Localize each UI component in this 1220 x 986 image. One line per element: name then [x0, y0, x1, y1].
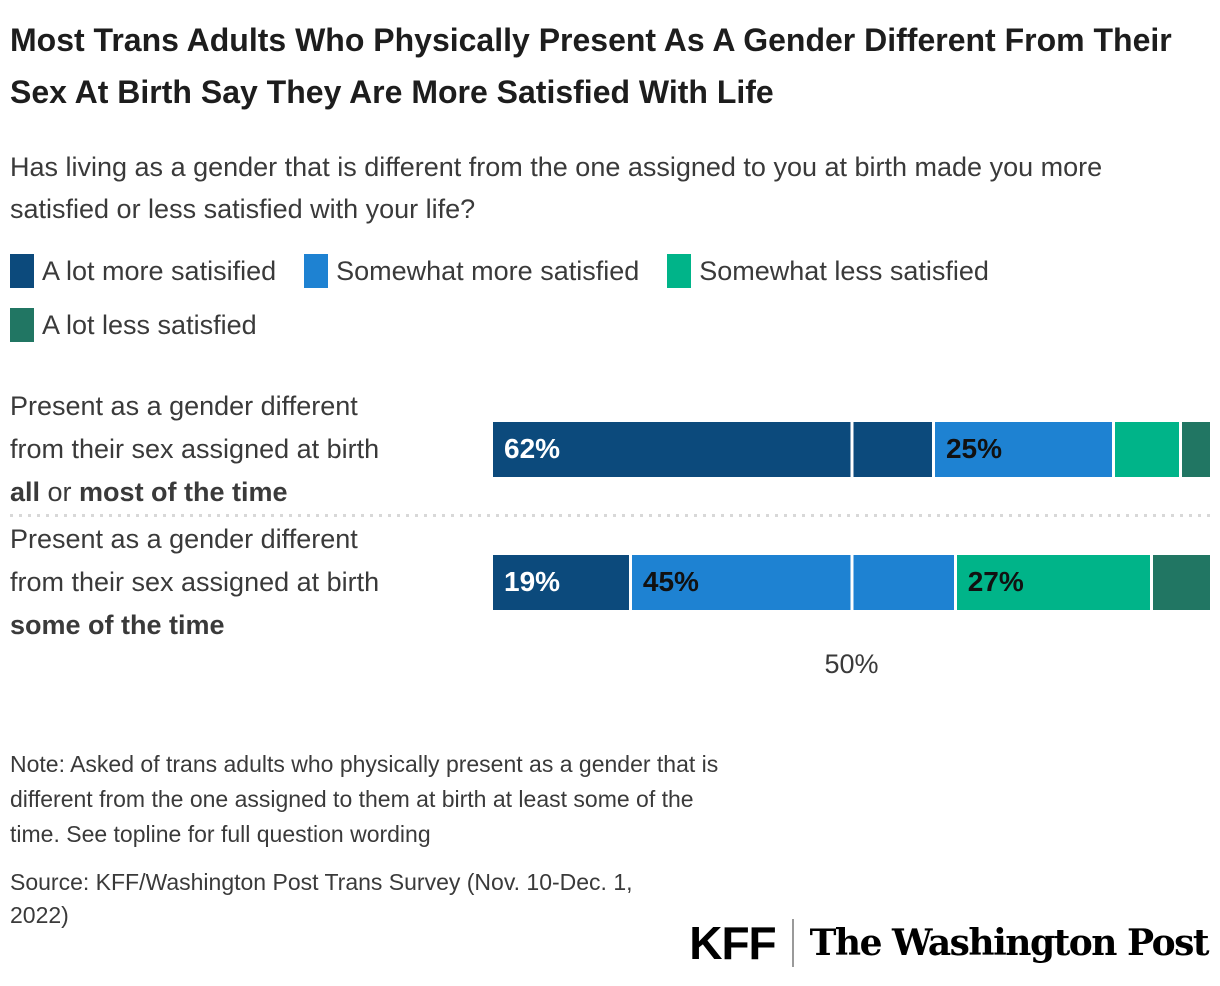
bar-segment-value-label: 62% [504, 433, 561, 464]
bar-segment: 19% [493, 554, 629, 610]
x-axis: 50% [10, 649, 1210, 683]
row-separator [10, 514, 1210, 517]
x-axis-track: 50% [493, 649, 1210, 683]
bar-track: 62% 25% [493, 421, 1210, 477]
legend-item: A lot more satisified [10, 254, 276, 288]
bar-segment: 27% [956, 554, 1150, 610]
survey-question-subtitle: Has living as a gender that is different… [10, 152, 1103, 224]
kff-logo: KFF [689, 917, 776, 969]
bar-row-label-bold-part: all [10, 476, 41, 507]
gridline-50-percent [850, 421, 853, 477]
legend-label: A lot less satisfied [42, 309, 257, 340]
bar-row-label: Present as a gender different from their… [10, 385, 493, 514]
source-text: Source: KFF/Washington Post Trans Survey… [10, 869, 633, 928]
legend-label: A lot more satisified [42, 255, 277, 286]
bar-segment-value-label: 45% [642, 566, 699, 597]
bar-segment: 45% [631, 554, 954, 610]
legend-item: A lot less satisfied [10, 308, 257, 342]
gridline-50-percent [850, 554, 853, 610]
bar-segment: 25% [934, 421, 1112, 477]
legend-swatch [304, 254, 329, 288]
legend-label: Somewhat less satisfied [699, 255, 989, 286]
bar-row: Present as a gender different from their… [10, 517, 1211, 647]
bar-row-label-part: Present as a gender different from their… [10, 390, 380, 464]
legend-label: Somewhat more satisfied [336, 255, 640, 286]
washington-post-logo: The Washington Post [809, 922, 1210, 964]
logo-divider [791, 919, 794, 967]
bar-segment-value-label: 19% [504, 566, 561, 597]
note-text: Note: Asked of trans adults who physical… [10, 751, 719, 847]
bar-segment [1181, 421, 1210, 477]
stacked-bar-chart: Present as a gender different from their… [10, 384, 1211, 647]
x-axis-spacer [10, 649, 493, 683]
legend-swatch [10, 254, 34, 288]
x-axis-tick-50: 50% [824, 649, 879, 679]
bar-segment [1152, 554, 1211, 610]
bar-segment: 62% [493, 421, 932, 477]
chart-page: Most Trans Adults Who Physically Present… [10, 22, 1211, 969]
page-title: Most Trans Adults Who Physically Present… [10, 22, 1172, 110]
bar-segment-value-label: 25% [945, 433, 1003, 464]
legend: A lot more satisified Somewhat more satis… [10, 254, 1210, 342]
legend-item: Somewhat more satisfied [304, 254, 639, 288]
legend-item: Somewhat less satisfied [667, 254, 989, 288]
logo-group: KFF The Washington Post [689, 916, 1210, 970]
bar-row-label-bold-part: most of the time [79, 476, 288, 507]
bar-row-label-part: Present as a gender different from their… [10, 523, 380, 597]
bar-row-label-part: or [40, 476, 80, 507]
bar-row-label: Present as a gender different from their… [10, 518, 493, 647]
legend-swatch [10, 308, 34, 342]
legend-swatch [667, 254, 692, 288]
bar-segment [1114, 421, 1179, 477]
bar-segment-value-label: 27% [967, 566, 1024, 597]
bar-track: 19% 45% 27% [493, 554, 1211, 610]
bar-row-label-bold-part: some of the time [10, 609, 225, 640]
bar-row: Present as a gender different from their… [10, 384, 1210, 514]
